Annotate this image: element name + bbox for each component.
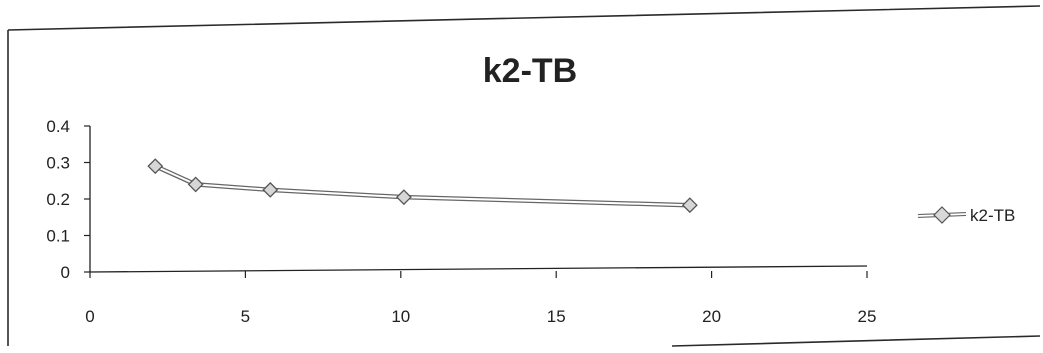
- y-tick-label: 0.2: [46, 190, 70, 209]
- y-tick-label: 0.1: [46, 227, 70, 246]
- x-tick-label: 0: [85, 307, 94, 326]
- series-line-outline: [154, 164, 690, 208]
- data-point-marker: [681, 197, 698, 214]
- y-tick-label: 0: [61, 263, 70, 282]
- data-point-marker: [262, 181, 279, 198]
- x-axis-line: [89, 265, 868, 273]
- x-tick-label: 15: [547, 307, 566, 326]
- data-point-marker: [395, 189, 412, 206]
- data-point-marker: [187, 176, 204, 193]
- legend: k2-TB: [917, 206, 1015, 225]
- chart-frame: [7, 5, 1041, 347]
- legend-label: k2-TB: [970, 206, 1015, 225]
- series-layer: [147, 158, 698, 214]
- chart-title: k2-TB: [483, 52, 577, 90]
- x-tick-label: 5: [241, 307, 250, 326]
- y-tick-label: 0.4: [46, 117, 70, 136]
- x-tick-label: 25: [858, 307, 877, 326]
- x-tick-label: 20: [702, 307, 721, 326]
- data-point-marker: [147, 158, 164, 175]
- legend-diamond-marker: [933, 206, 951, 224]
- y-tick-label: 0.3: [46, 154, 70, 173]
- ticks-layer: 0 0.1 0.2 0.3 0.4 0 5 10 15 20 25: [46, 117, 876, 326]
- x-tick-label: 10: [391, 307, 410, 326]
